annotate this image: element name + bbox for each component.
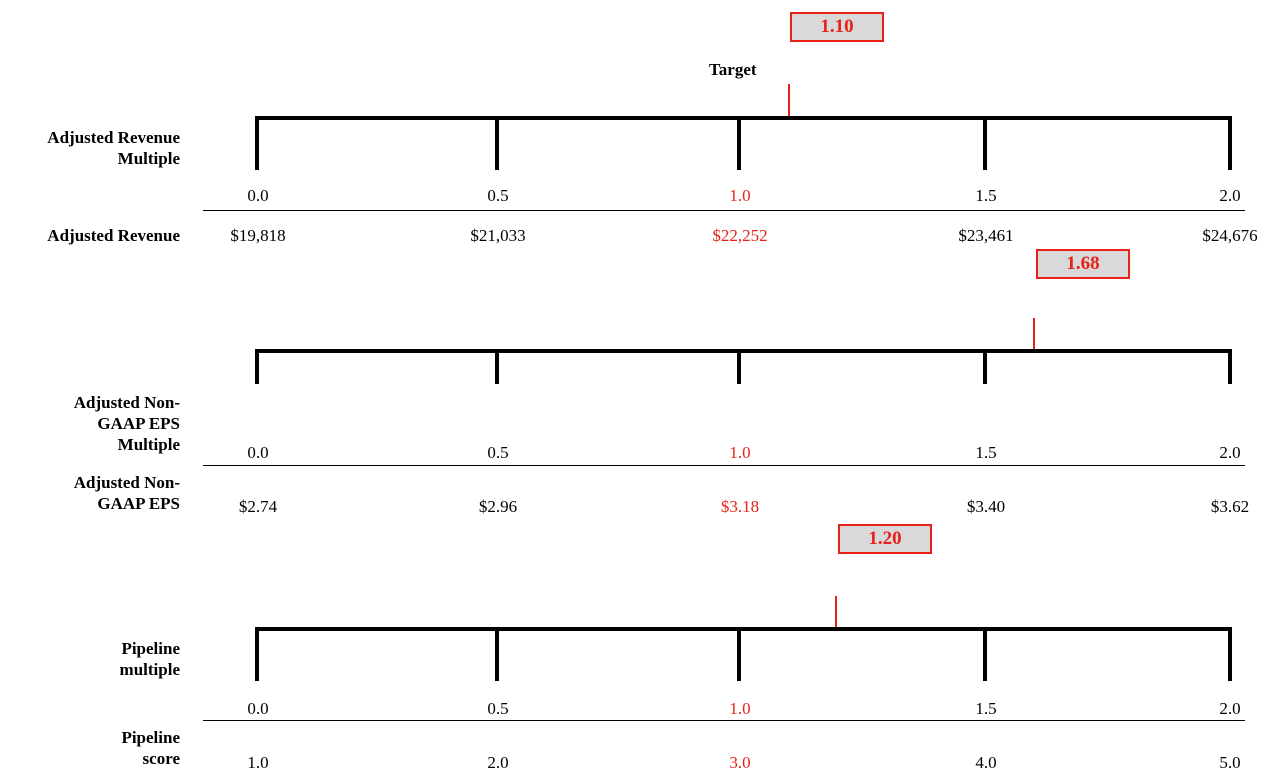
value-tick-label: 2.0 xyxy=(487,753,509,772)
result-box: 1.10 xyxy=(790,12,884,42)
label-line: score xyxy=(142,749,180,768)
label-line: Adjusted Revenue xyxy=(47,128,180,147)
scale-tick xyxy=(737,349,741,384)
scale-tick xyxy=(255,627,259,681)
scale-tick xyxy=(1228,627,1232,681)
scale-tick xyxy=(495,349,499,384)
value-tick-label: 5.0 xyxy=(1219,753,1241,772)
scale-tick xyxy=(1228,349,1232,384)
value-tick-label: $19,818 xyxy=(230,226,286,245)
divider-line xyxy=(203,210,1245,211)
multiple-label: Pipeline multiple xyxy=(120,638,180,680)
scale-tick xyxy=(983,627,987,681)
multiple-tick-label: 0.0 xyxy=(247,443,269,462)
multiple-tick-label-target: 1.0 xyxy=(729,443,751,462)
multiple-label: Adjusted Revenue Multiple xyxy=(47,127,180,169)
multiple-tick-label-target: 1.0 xyxy=(729,186,751,205)
label-line: multiple xyxy=(119,660,180,679)
multiple-tick-label: 0.5 xyxy=(487,443,509,462)
multiple-tick-label: 2.0 xyxy=(1219,186,1241,205)
multiple-tick-label: 2.0 xyxy=(1219,443,1241,462)
value-label: Adjusted Revenue xyxy=(47,225,180,246)
result-marker xyxy=(788,84,790,116)
scale-bar xyxy=(255,627,1232,631)
multiple-tick-label: 1.5 xyxy=(975,443,997,462)
result-marker xyxy=(835,596,837,628)
scale-tick xyxy=(255,116,259,170)
value-tick-label: $2.74 xyxy=(238,497,278,516)
divider-line xyxy=(203,465,1245,466)
result-box: 1.68 xyxy=(1036,249,1130,279)
label-line: Adjusted Revenue xyxy=(47,226,180,245)
value-label: Adjusted Non- GAAP EPS xyxy=(74,472,180,514)
label-line: Multiple xyxy=(117,149,180,168)
label-line: Pipeline xyxy=(121,639,180,658)
value-tick-label-target: $22,252 xyxy=(712,226,768,245)
value-tick-label: $23,461 xyxy=(958,226,1014,245)
target-label: Target xyxy=(709,60,757,79)
scale-bar xyxy=(255,349,1232,353)
multiple-tick-label: 1.5 xyxy=(975,186,997,205)
value-tick-label: $24,676 xyxy=(1202,226,1258,245)
multiple-tick-label: 2.0 xyxy=(1219,699,1241,718)
value-label: Pipeline score xyxy=(121,727,180,769)
scale-tick xyxy=(737,627,741,681)
divider-line xyxy=(203,720,1245,721)
scale-tick xyxy=(495,116,499,170)
scale-tick xyxy=(255,349,259,384)
multiple-tick-label-target: 1.0 xyxy=(729,699,751,718)
label-line: Pipeline xyxy=(121,728,180,747)
multiple-tick-label: 0.5 xyxy=(487,699,509,718)
label-line: GAAP EPS xyxy=(97,414,180,433)
value-tick-label-target: $3.18 xyxy=(720,497,760,516)
value-tick-label: $21,033 xyxy=(470,226,526,245)
value-tick-label: $3.62 xyxy=(1210,497,1250,516)
scale-bar xyxy=(255,116,1232,120)
multiple-tick-label: 0.0 xyxy=(247,186,269,205)
scale-tick xyxy=(983,349,987,384)
scale-tick xyxy=(1228,116,1232,170)
result-marker xyxy=(1033,318,1035,350)
scale-tick xyxy=(737,116,741,170)
multiple-tick-label: 0.5 xyxy=(487,186,509,205)
value-tick-label: $2.96 xyxy=(478,497,518,516)
multiple-label: Adjusted Non- GAAP EPS Multiple xyxy=(74,392,180,455)
value-tick-label: 1.0 xyxy=(247,753,269,772)
value-tick-label: $3.40 xyxy=(966,497,1006,516)
value-tick-label-target: 3.0 xyxy=(729,753,751,772)
scale-tick xyxy=(983,116,987,170)
multiple-tick-label: 1.5 xyxy=(975,699,997,718)
label-line: Adjusted Non- xyxy=(73,393,180,412)
multiple-tick-label: 0.0 xyxy=(247,699,269,718)
label-line: Adjusted Non- xyxy=(73,473,180,492)
result-box: 1.20 xyxy=(838,524,932,554)
label-line: GAAP EPS xyxy=(97,494,180,513)
label-line: Multiple xyxy=(117,435,180,454)
scale-tick xyxy=(495,627,499,681)
value-tick-label: 4.0 xyxy=(975,753,997,772)
